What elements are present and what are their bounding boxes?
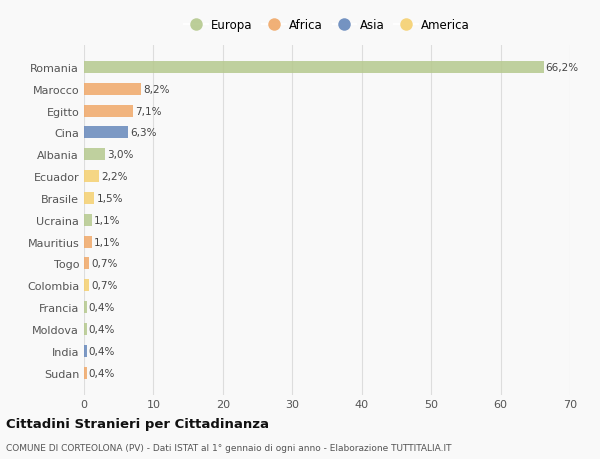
Text: 1,5%: 1,5% xyxy=(97,194,123,203)
Text: 66,2%: 66,2% xyxy=(546,63,579,73)
Bar xyxy=(84,127,128,139)
Text: 1,1%: 1,1% xyxy=(94,237,120,247)
Text: 2,2%: 2,2% xyxy=(101,172,128,182)
Text: 0,4%: 0,4% xyxy=(89,346,115,356)
Bar xyxy=(84,302,87,313)
Text: 7,1%: 7,1% xyxy=(136,106,162,116)
Text: 3,0%: 3,0% xyxy=(107,150,133,160)
Bar xyxy=(84,345,87,357)
Text: 0,4%: 0,4% xyxy=(89,325,115,334)
Bar xyxy=(84,192,94,205)
Text: 0,4%: 0,4% xyxy=(89,302,115,313)
Bar xyxy=(84,367,87,379)
Text: 0,7%: 0,7% xyxy=(91,259,118,269)
Text: 8,2%: 8,2% xyxy=(143,84,170,95)
Text: COMUNE DI CORTEOLONA (PV) - Dati ISTAT al 1° gennaio di ogni anno - Elaborazione: COMUNE DI CORTEOLONA (PV) - Dati ISTAT a… xyxy=(6,443,452,452)
Legend: Europa, Africa, Asia, America: Europa, Africa, Asia, America xyxy=(182,17,472,34)
Text: 0,4%: 0,4% xyxy=(89,368,115,378)
Text: Cittadini Stranieri per Cittadinanza: Cittadini Stranieri per Cittadinanza xyxy=(6,417,269,430)
Text: 0,7%: 0,7% xyxy=(91,281,118,291)
Bar xyxy=(84,171,99,183)
Bar xyxy=(84,258,89,270)
Text: 1,1%: 1,1% xyxy=(94,215,120,225)
Bar xyxy=(84,62,544,74)
Bar xyxy=(84,84,141,95)
Bar xyxy=(84,149,105,161)
Text: 6,3%: 6,3% xyxy=(130,128,157,138)
Bar xyxy=(84,323,87,335)
Bar xyxy=(84,106,133,118)
Bar xyxy=(84,280,89,292)
Bar xyxy=(84,214,92,226)
Bar xyxy=(84,236,92,248)
